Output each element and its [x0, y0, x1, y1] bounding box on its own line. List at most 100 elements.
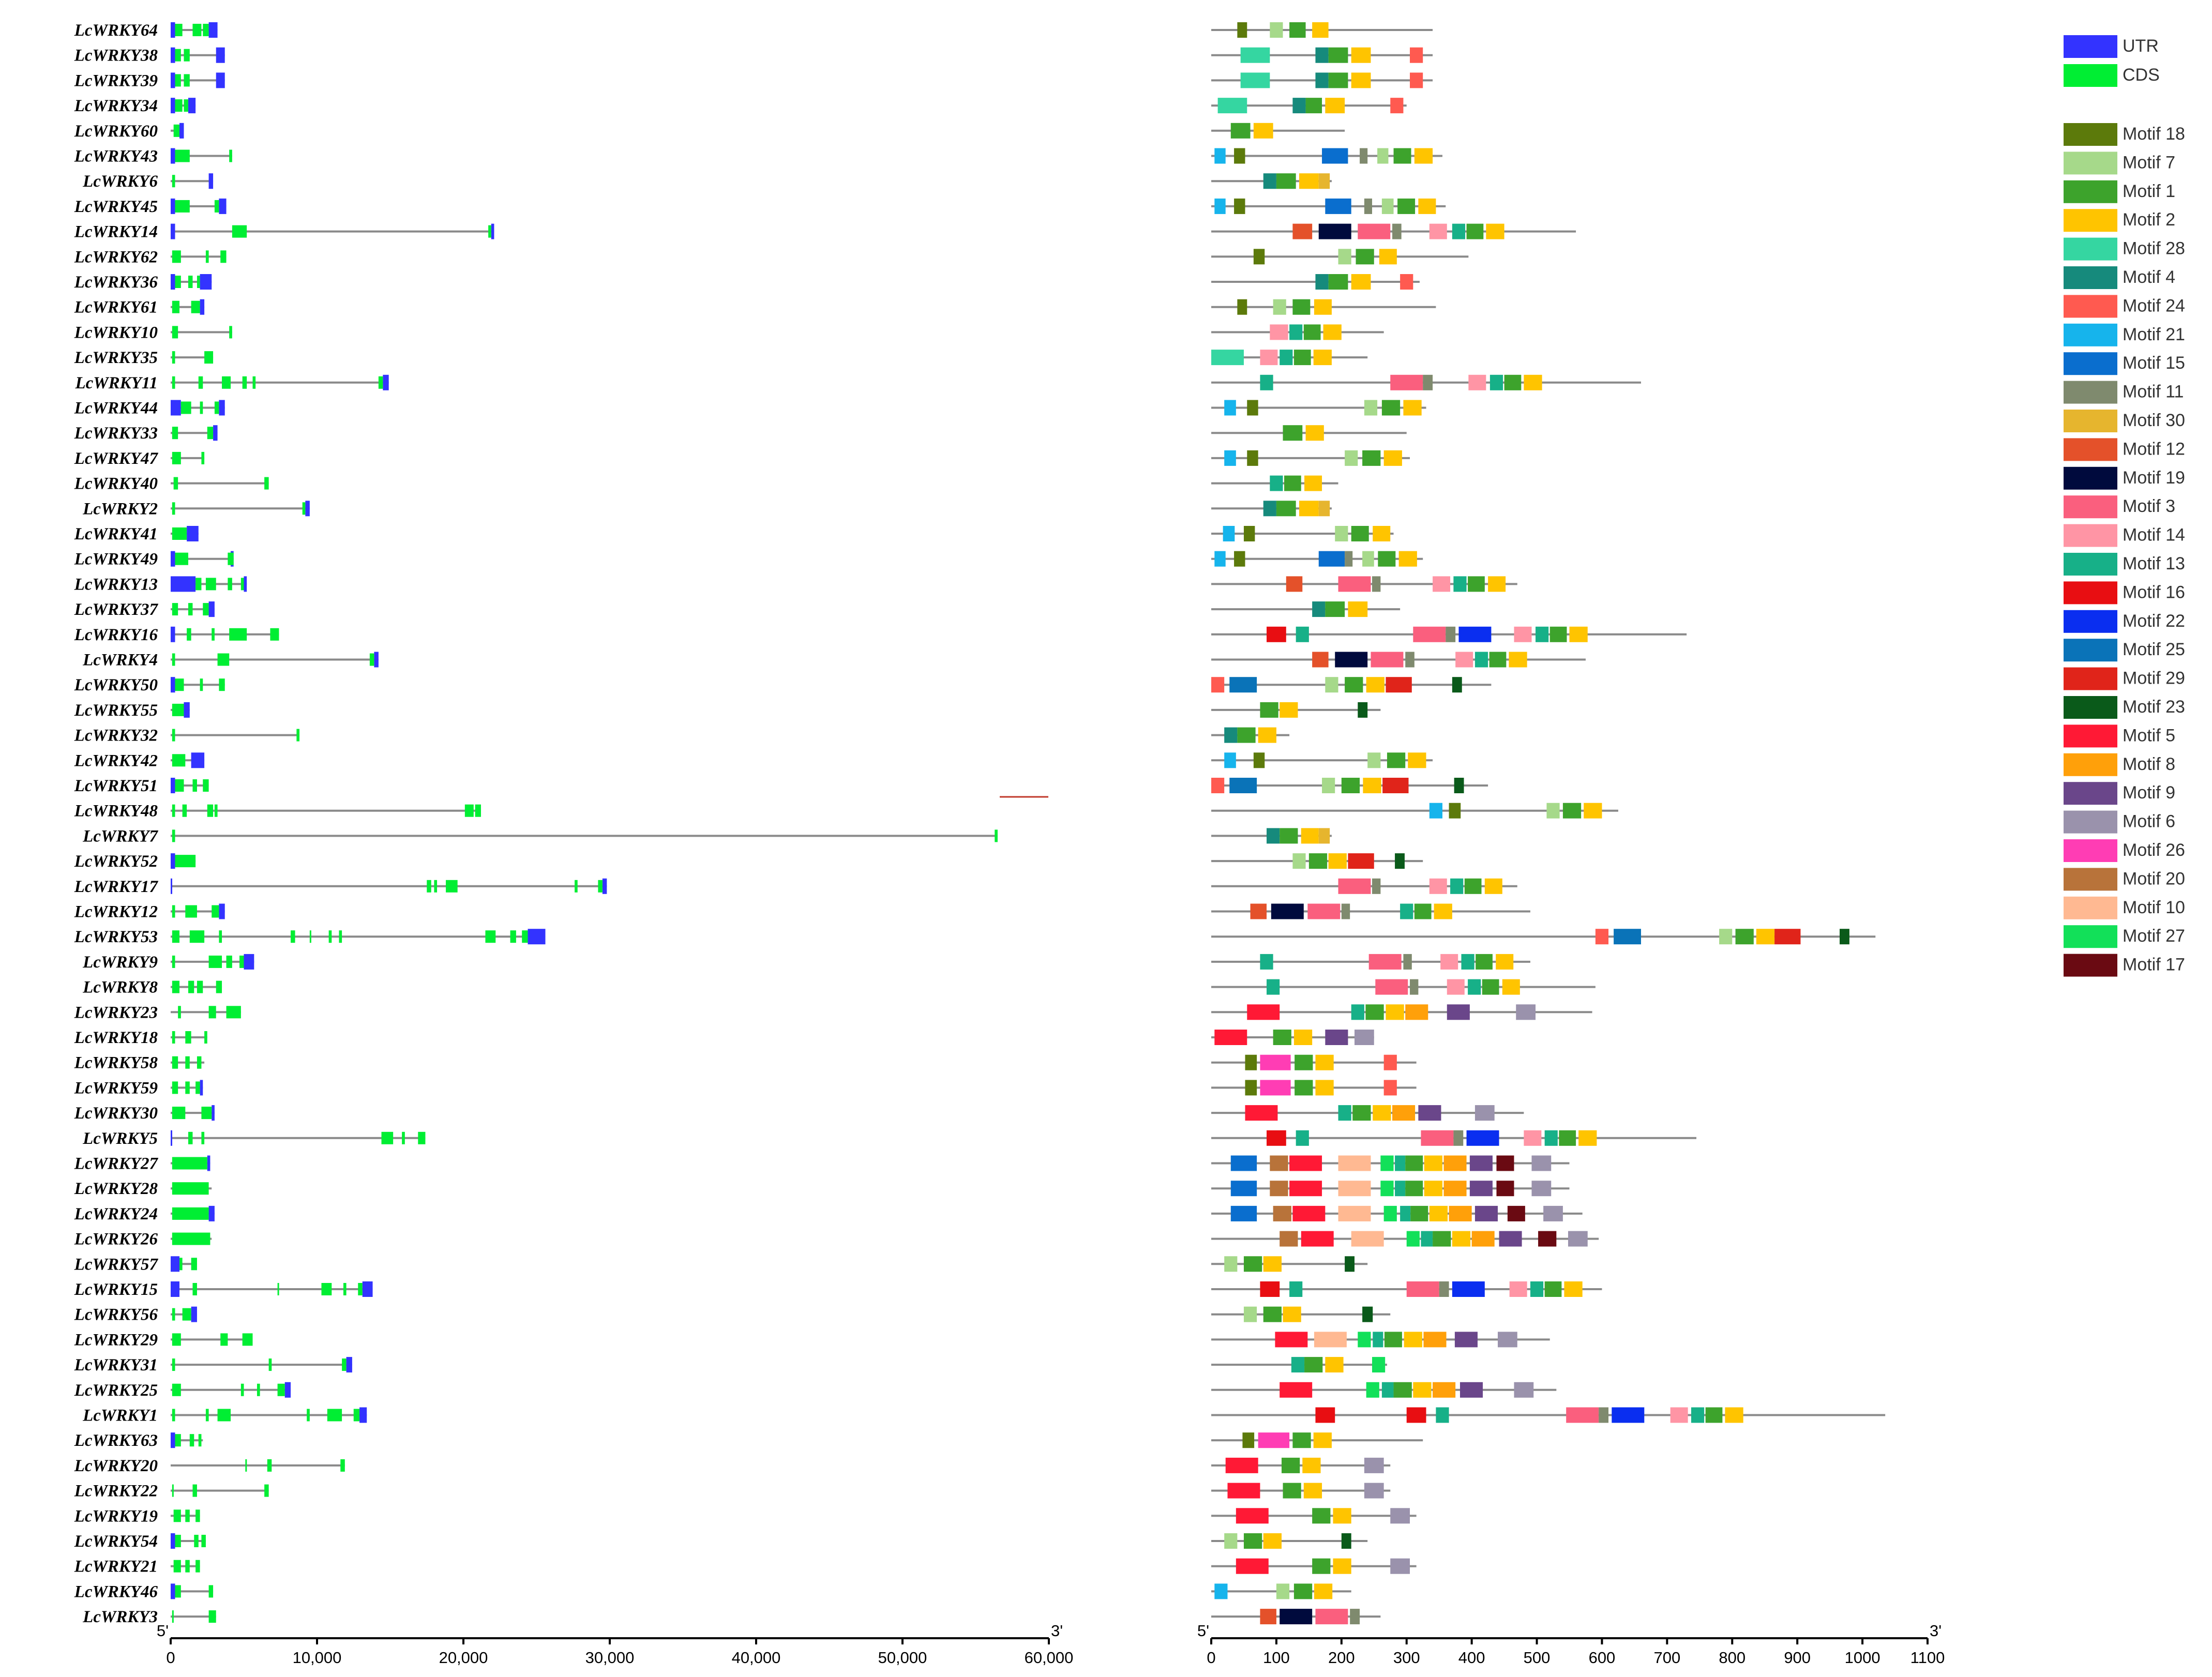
legend-label: Motif 27 [2123, 926, 2185, 946]
motif-2-box [1373, 1105, 1391, 1121]
motif-1-box [1365, 1004, 1384, 1020]
motif-1-box [1351, 526, 1369, 541]
motif-1-swatch [2064, 180, 2117, 203]
utr-block [200, 274, 212, 290]
gene-row [171, 1432, 203, 1448]
motif-3-swatch [2064, 495, 2117, 519]
motif-11-swatch [2064, 381, 2117, 404]
protein-row [1211, 1256, 1368, 1272]
cds-block [195, 1081, 200, 1094]
motif-5-box [1227, 1483, 1260, 1499]
utr-block [602, 878, 607, 894]
gene-name: LcWRKY47 [74, 449, 159, 468]
utr-block [184, 702, 190, 718]
cds-block [226, 1006, 241, 1019]
motif-8-box [1449, 1205, 1472, 1221]
motif-1-box [1325, 601, 1345, 617]
cds-block [291, 930, 295, 943]
cds-block [175, 49, 181, 62]
cds-block [172, 250, 181, 263]
cds-block [172, 930, 179, 943]
cds-block [195, 1560, 200, 1573]
motif-6-box [1568, 1231, 1588, 1247]
cds-block [212, 628, 215, 641]
motif-24-box [1410, 47, 1423, 63]
axis-tick-label: 800 [1719, 1649, 1745, 1667]
motif-13-box [1280, 350, 1293, 366]
motif-2-box [1351, 274, 1371, 290]
motif-1-box [1305, 98, 1322, 114]
motif-2-box [1452, 1231, 1471, 1247]
motif-2-box [1584, 803, 1602, 819]
motif-13-box [1381, 1382, 1394, 1398]
motif-1-box [1303, 324, 1321, 340]
cds-block [172, 905, 175, 918]
motif-21-box [1214, 148, 1226, 164]
cds-block [228, 578, 232, 591]
motif-14-box [1429, 223, 1447, 239]
motif-1-box [1283, 1483, 1301, 1499]
motif-18-box [1234, 148, 1245, 164]
motif-15-box [1230, 1205, 1257, 1221]
motif-21-swatch [2064, 323, 2117, 346]
motif-7-box [1322, 778, 1335, 793]
gene-name: LcWRKY31 [74, 1356, 158, 1374]
protein-row [1211, 223, 1576, 239]
motif-18-swatch [2064, 123, 2117, 146]
utr-block [244, 576, 247, 592]
protein-row [1211, 1609, 1381, 1625]
gene-row [171, 98, 196, 114]
motif-21-box [1224, 400, 1236, 416]
motif-12-box [1292, 223, 1313, 239]
gene-name: LcWRKY43 [74, 147, 158, 166]
gene-row [171, 829, 998, 842]
protein-row [1211, 1030, 1374, 1045]
utr-block [216, 72, 225, 88]
cds-block [184, 99, 188, 112]
cds-block [197, 1056, 202, 1069]
cds-block [229, 326, 232, 339]
motif-1-box [1292, 1432, 1311, 1448]
protein-row [1211, 1080, 1417, 1096]
legend-label: Motif 15 [2123, 353, 2185, 373]
utr-block [491, 223, 494, 239]
cds-block [172, 829, 175, 842]
cds-block [172, 754, 186, 767]
cds-block [264, 1484, 269, 1497]
motif-7-box [1338, 249, 1351, 265]
motif-25-swatch [2064, 639, 2117, 662]
gene-row [171, 1130, 426, 1146]
motif-19-box [1318, 223, 1351, 239]
cds-block [378, 376, 383, 389]
cds-block [242, 376, 247, 389]
protein-row [1211, 702, 1381, 718]
motif-25-box [1614, 929, 1641, 945]
legend-label: Motif 26 [2123, 840, 2185, 860]
gene-row [171, 1533, 206, 1549]
motif-1-box [1559, 1130, 1576, 1146]
gene-row [171, 1105, 215, 1121]
gene-row [171, 451, 205, 464]
motif-2-box [1488, 576, 1506, 592]
motif-19-box [1280, 1609, 1313, 1625]
cds-block [381, 1131, 394, 1144]
protein-row [1211, 526, 1394, 541]
motif-14-box [1260, 350, 1278, 366]
motif-21-box [1214, 551, 1226, 567]
protein-row [1211, 954, 1530, 970]
gene-name: LcWRKY28 [74, 1180, 158, 1198]
motif-2-box [1363, 778, 1381, 793]
motif-23-box [1362, 1306, 1373, 1322]
motif-23-box [1358, 702, 1368, 718]
axis-start-label: 5' [1197, 1622, 1209, 1640]
motif-1-box [1397, 198, 1416, 214]
motif-7-box [1364, 400, 1378, 416]
motif-5-box [1236, 1558, 1269, 1574]
motif-1-box [1378, 551, 1396, 567]
motif-2-box [1315, 1080, 1334, 1096]
legend-label: Motif 1 [2123, 182, 2175, 201]
cds-block [175, 552, 188, 565]
cds-block [185, 1509, 190, 1522]
cds-block [188, 980, 194, 993]
motif-11-box [1364, 198, 1372, 214]
